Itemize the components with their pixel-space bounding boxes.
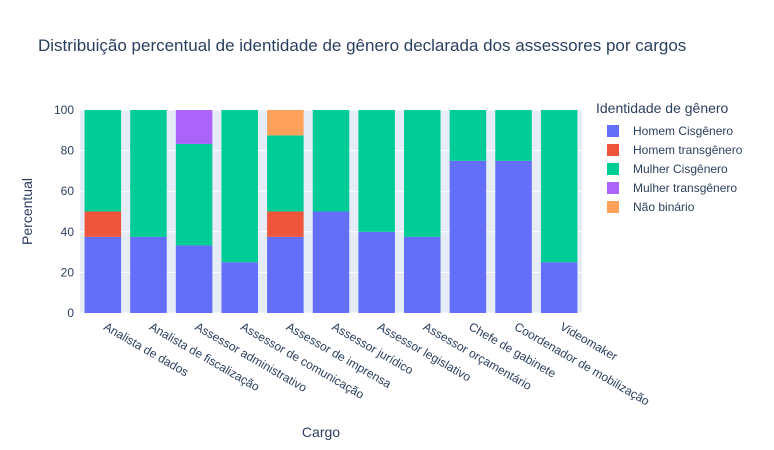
legend-swatch [607, 125, 619, 137]
bar-segment [495, 160, 532, 313]
bar-segment [449, 160, 487, 313]
bar-segment [267, 110, 304, 136]
bar-segment [175, 143, 213, 246]
legend-swatch [607, 201, 619, 213]
bar-segment [130, 236, 167, 313]
y-tick-label: 80 [61, 144, 75, 158]
y-tick-labels: 0 20 40 60 80 100 [54, 103, 74, 320]
bar-segment [267, 236, 304, 313]
y-tick-label: 0 [67, 306, 74, 320]
legend-swatch [607, 163, 619, 175]
x-axis-title: Cargo [302, 424, 340, 440]
y-tick-label: 40 [61, 225, 75, 239]
y-axis-title: Percentual [19, 178, 35, 245]
bar-segment [84, 236, 122, 313]
legend-title: Identidade de gênero [596, 100, 729, 116]
bars-group [84, 110, 578, 313]
bar-segment [404, 110, 441, 237]
x-tick-label: Analista de dados [101, 319, 191, 379]
bar-segment [221, 262, 258, 313]
bar-segment [358, 110, 395, 232]
bar-segment [449, 110, 487, 161]
bar-segment [312, 211, 350, 313]
bar-segment [540, 262, 578, 313]
bar-segment [404, 236, 441, 313]
chart-title: Distribuição percentual de identidade de… [38, 36, 686, 55]
legend-label: Não binário [633, 200, 695, 214]
legend-swatch [607, 182, 619, 194]
legend-label: Homem Cisgênero [633, 124, 733, 138]
y-tick-label: 100 [54, 103, 74, 117]
legend: Identidade de gênero Homem Cisgênero Home… [596, 100, 743, 214]
bar-segment [130, 110, 167, 237]
bar-segment [495, 110, 532, 161]
legend-swatch [607, 144, 619, 156]
legend-label: Homem transgênero [633, 143, 743, 157]
bar-segment [540, 110, 578, 263]
bar-segment [84, 110, 122, 212]
bar-segment [358, 231, 395, 313]
bar-segment [267, 211, 304, 237]
bar-segment [175, 110, 213, 144]
legend-label: Mulher transgênero [633, 181, 737, 195]
bar-segment [267, 135, 304, 212]
y-tick-label: 20 [61, 265, 75, 279]
legend-label: Mulher Cisgênero [633, 162, 728, 176]
bar-segment [84, 211, 122, 237]
bar-segment [221, 110, 258, 263]
bar-segment [175, 245, 213, 313]
bar-segment [312, 110, 350, 212]
y-tick-label: 60 [61, 184, 75, 198]
